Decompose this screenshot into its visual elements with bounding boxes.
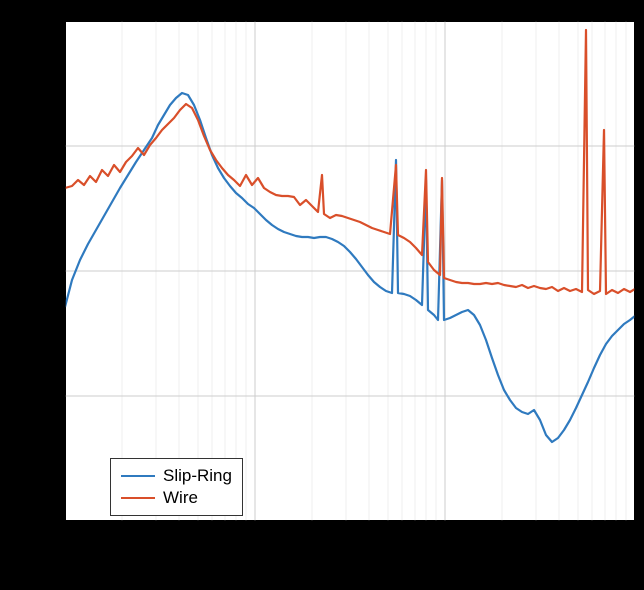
legend-box: Slip-RingWire <box>110 458 243 516</box>
ticks-layer <box>0 0 644 590</box>
legend-item-wire: Wire <box>121 487 232 509</box>
legend-label: Slip-Ring <box>163 466 232 486</box>
legend-item-slip-ring: Slip-Ring <box>121 465 232 487</box>
legend-swatch <box>121 497 155 500</box>
legend-label: Wire <box>163 488 198 508</box>
legend-swatch <box>121 475 155 478</box>
